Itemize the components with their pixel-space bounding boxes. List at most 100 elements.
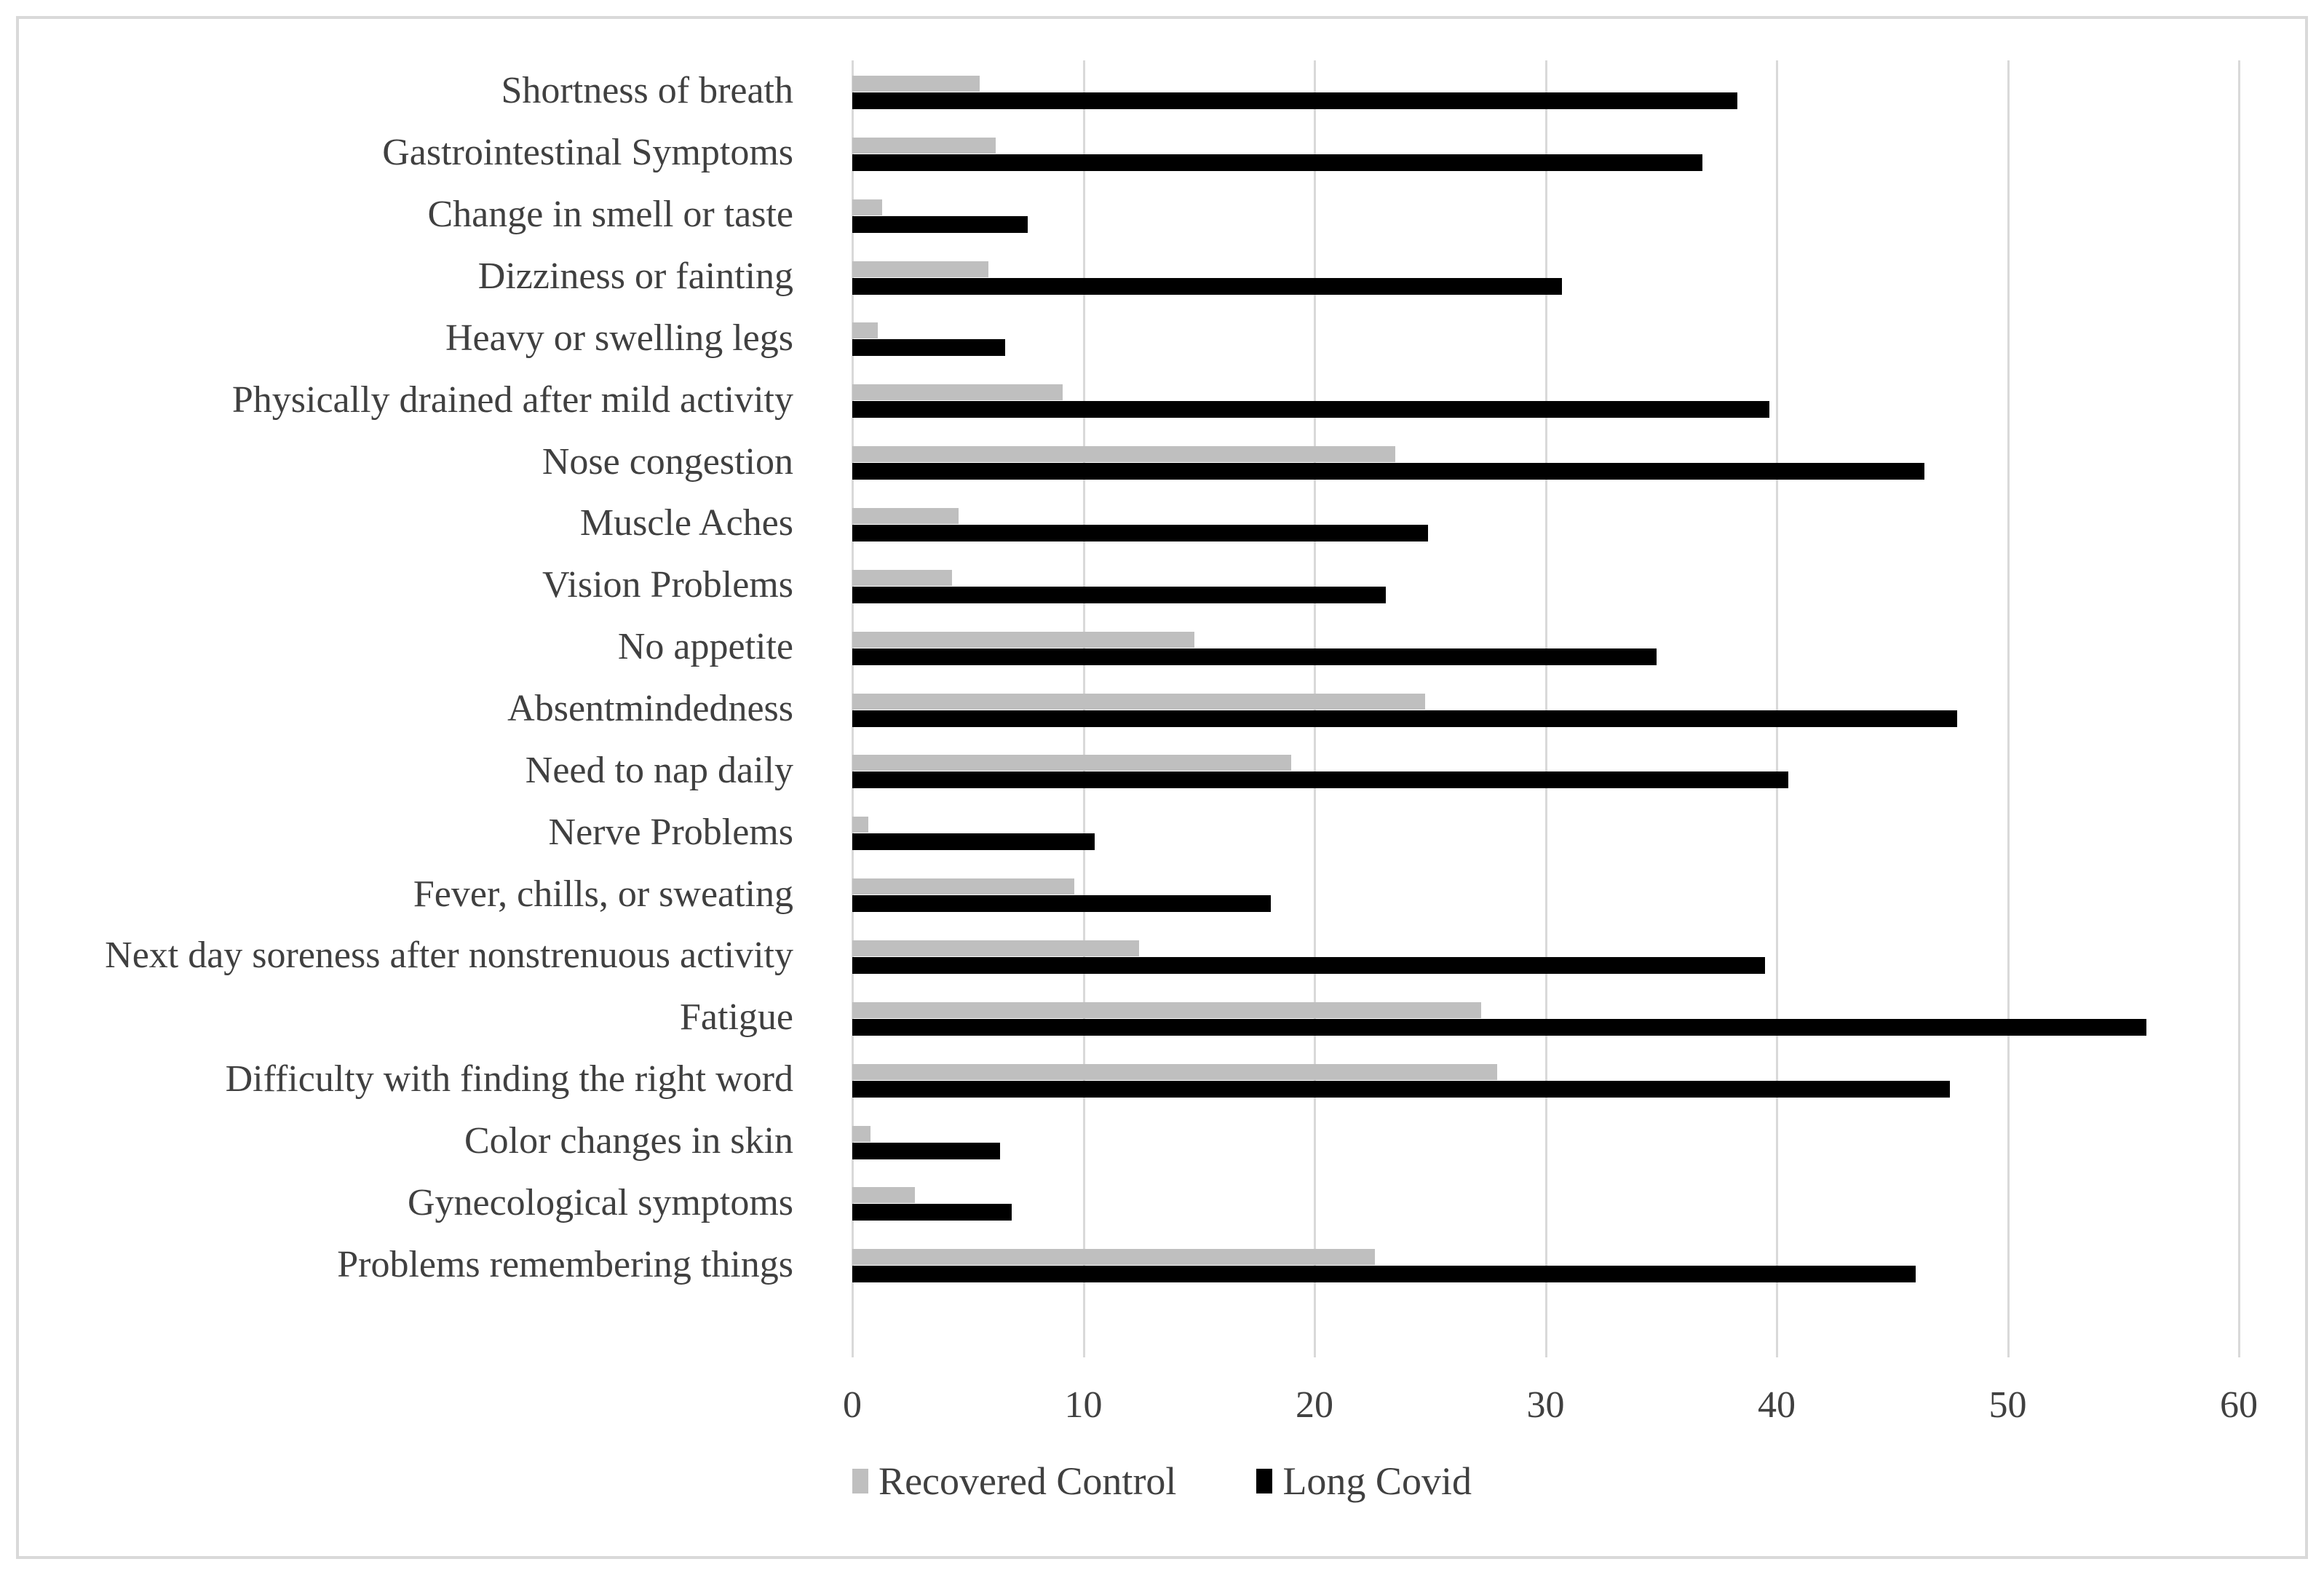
bar-long-covid — [852, 1142, 1001, 1159]
bar-recovered-control — [852, 1187, 915, 1204]
bar-recovered-control — [852, 1125, 871, 1142]
category-row — [852, 987, 2239, 1049]
category-label: Gastrointestinal Symptoms — [382, 132, 793, 174]
category-label: Fever, chills, or sweating — [413, 873, 793, 915]
category-row — [852, 616, 2239, 678]
category-label: Color changes in skin — [464, 1119, 793, 1162]
bar-long-covid — [852, 895, 1271, 913]
bar-long-covid — [852, 525, 1428, 541]
category-label: Absentmindedness — [507, 687, 793, 729]
legend-swatch-long-covid — [1256, 1469, 1273, 1493]
bar-long-covid — [852, 1018, 2146, 1036]
bar-long-covid — [852, 1266, 1916, 1283]
category-label: Gynecological symptoms — [407, 1181, 793, 1223]
legend: Recovered Control Long Covid — [0, 1461, 2324, 1501]
bar-recovered-control — [852, 1063, 1497, 1080]
bar-long-covid — [852, 1204, 1012, 1221]
category-row — [852, 493, 2239, 555]
category-row — [852, 1049, 2239, 1111]
bar-long-covid — [852, 92, 1738, 109]
category-row — [852, 60, 2239, 122]
x-tick-label: 0 — [843, 1384, 862, 1426]
category-label: Fatigue — [680, 996, 793, 1039]
category-row — [852, 555, 2239, 616]
category-row — [852, 1172, 2239, 1234]
x-tick-label: 40 — [1758, 1384, 1796, 1426]
x-tick-label: 10 — [1064, 1384, 1103, 1426]
legend-label-long-covid: Long Covid — [1282, 1459, 1472, 1503]
bar-recovered-control — [852, 508, 959, 524]
bar-recovered-control — [852, 569, 952, 586]
category-label: Need to nap daily — [525, 749, 793, 791]
x-tick-label: 50 — [1988, 1384, 2027, 1426]
gridline-x-30 — [1544, 60, 1547, 1357]
category-row — [852, 863, 2239, 925]
bar-recovered-control — [852, 755, 1292, 771]
category-row — [852, 739, 2239, 801]
bar-long-covid — [852, 648, 1657, 665]
gridline-x-50 — [2007, 60, 2010, 1357]
legend-entry-long-covid: Long Covid — [1256, 1461, 1472, 1501]
bar-recovered-control — [852, 384, 1063, 401]
category-row — [852, 307, 2239, 369]
category-label: Physically drained after mild activity — [231, 378, 793, 421]
category-label: Dizziness or fainting — [477, 255, 793, 297]
bar-long-covid — [852, 339, 1005, 357]
category-label: Next day soreness after nonstrenuous act… — [105, 935, 793, 977]
category-label: Muscle Aches — [579, 502, 793, 544]
bar-long-covid — [852, 401, 1770, 418]
bar-recovered-control — [852, 446, 1396, 463]
x-axis-tick-labels: 0 10 20 30 40 50 60 — [0, 1386, 2324, 1437]
category-row — [852, 925, 2239, 987]
bar-long-covid — [852, 277, 1562, 295]
bar-long-covid — [852, 710, 1957, 727]
bar-recovered-control — [852, 1249, 1375, 1266]
x-tick-label: 30 — [1526, 1384, 1565, 1426]
bar-recovered-control — [852, 693, 1426, 710]
legend-swatch-recovered-control — [852, 1469, 869, 1493]
category-label: Shortness of breath — [501, 70, 793, 112]
bar-long-covid — [852, 154, 1703, 171]
category-row — [852, 246, 2239, 308]
bar-long-covid — [852, 215, 1028, 233]
bar-recovered-control — [852, 199, 883, 215]
legend-entry-recovered-control: Recovered Control — [852, 1461, 1176, 1501]
bar-recovered-control — [852, 940, 1139, 956]
bar-long-covid — [852, 463, 1925, 480]
plot-area — [852, 60, 2240, 1357]
category-label: Nerve Problems — [548, 811, 793, 853]
category-row — [852, 1111, 2239, 1173]
category-row — [852, 431, 2239, 493]
category-label: Change in smell or taste — [427, 194, 793, 236]
bar-recovered-control — [852, 1001, 1481, 1018]
category-label: Nose congestion — [542, 440, 793, 483]
bar-long-covid — [852, 957, 1766, 974]
bar-recovered-control — [852, 261, 989, 277]
category-label: Difficulty with finding the right word — [225, 1058, 793, 1100]
bar-recovered-control — [852, 322, 878, 339]
category-axis-labels: Shortness of breath Gastrointestinal Symp… — [22, 60, 793, 1357]
bar-recovered-control — [852, 76, 980, 92]
bar-recovered-control — [852, 817, 869, 833]
category-row — [852, 369, 2239, 431]
gridline-x-40 — [1776, 60, 1778, 1357]
bar-long-covid — [852, 771, 1788, 789]
bar-recovered-control — [852, 137, 996, 154]
category-label: Problems remembering things — [337, 1243, 793, 1285]
category-row — [852, 1234, 2239, 1296]
bar-long-covid — [852, 833, 1095, 851]
bar-recovered-control — [852, 878, 1074, 895]
x-tick-label: 60 — [2220, 1384, 2258, 1426]
bar-long-covid — [852, 1080, 1951, 1098]
category-label: Heavy or swelling legs — [445, 317, 793, 359]
gridline-x-60 — [2238, 60, 2240, 1357]
x-tick-label: 20 — [1296, 1384, 1333, 1426]
category-label: No appetite — [617, 626, 793, 668]
category-row — [852, 184, 2239, 246]
category-label: Vision Problems — [542, 564, 793, 606]
bar-recovered-control — [852, 631, 1194, 648]
category-row — [852, 801, 2239, 863]
category-row — [852, 122, 2239, 184]
legend-label-recovered-control: Recovered Control — [879, 1459, 1177, 1503]
